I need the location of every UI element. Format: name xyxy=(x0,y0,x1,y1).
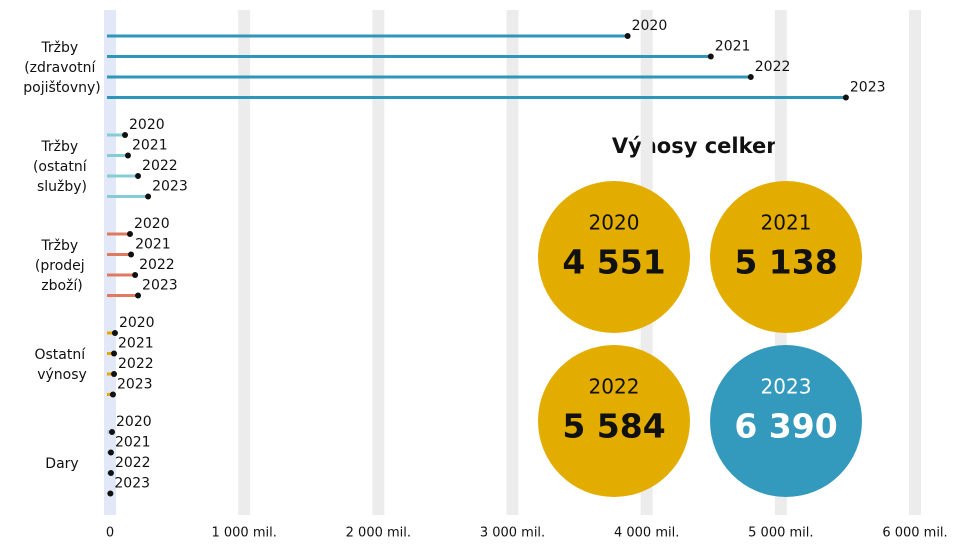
year-label: 2021 xyxy=(118,336,154,352)
total-value: 5 584 xyxy=(562,407,665,446)
dot xyxy=(107,490,114,497)
category-line: Tržby xyxy=(40,238,82,254)
category-line: zboží) xyxy=(41,278,83,294)
x-tick-label: 4 000 mil. xyxy=(614,526,679,541)
dot xyxy=(122,132,129,138)
dot xyxy=(109,391,116,398)
year-label: 2022 xyxy=(139,257,175,273)
total-circle xyxy=(710,345,862,497)
total-year: 2020 xyxy=(589,211,640,235)
year-label: 2022 xyxy=(118,356,154,372)
total-year: 2022 xyxy=(589,375,640,399)
year-label: 2020 xyxy=(119,315,155,331)
year-label: 2022 xyxy=(115,455,151,471)
category-line: Dary xyxy=(45,456,78,472)
category-line: (ostatní xyxy=(33,159,91,175)
x-tick-label: 6 000 mil. xyxy=(882,526,947,541)
total-circle xyxy=(710,181,862,333)
total-circle xyxy=(538,345,690,497)
year-label: 2021 xyxy=(135,237,171,253)
dot xyxy=(128,251,135,258)
grid-band xyxy=(909,10,921,515)
category-label: Tržby (ostatní služby) xyxy=(33,139,91,195)
category-line: služby) xyxy=(37,179,87,195)
x-tick-label: 0 xyxy=(106,526,114,541)
total-year: 2023 xyxy=(761,375,812,399)
dot xyxy=(111,371,118,377)
dot xyxy=(707,53,714,60)
dot xyxy=(135,292,142,299)
dot xyxy=(126,231,133,237)
x-tick-label: 5 000 mil. xyxy=(748,526,813,541)
category-label: Tržby (prodej zboží) xyxy=(35,238,89,294)
dot xyxy=(111,350,118,357)
year-label: 2023 xyxy=(114,476,150,492)
total-circle xyxy=(538,181,690,333)
category-line: Tržby xyxy=(40,40,82,56)
year-label: 2021 xyxy=(115,435,151,451)
dot xyxy=(124,152,131,159)
x-tick-label: 2 000 mil. xyxy=(346,526,411,541)
grid-band xyxy=(372,10,385,515)
dot xyxy=(145,193,152,200)
dot xyxy=(107,449,114,456)
total-value: 4 551 xyxy=(562,243,665,282)
year-label: 2021 xyxy=(715,39,751,55)
total-year: 2021 xyxy=(761,211,812,235)
dot xyxy=(624,33,631,39)
total-value: 5 138 xyxy=(734,243,837,282)
year-label: 2020 xyxy=(129,117,165,133)
dot xyxy=(747,74,754,80)
dot xyxy=(842,94,849,101)
year-label: 2021 xyxy=(132,138,168,154)
year-label: 2023 xyxy=(142,278,178,294)
category-line: pojišťovny) xyxy=(23,80,101,96)
grid-band xyxy=(238,10,251,515)
category-label: Ostatní výnosy xyxy=(34,347,89,383)
year-label: 2020 xyxy=(134,216,170,232)
year-label: 2023 xyxy=(117,377,153,393)
x-tick-label: 1 000 mil. xyxy=(211,526,276,541)
category-label: Tržby (zdravotní pojišťovny) xyxy=(23,40,101,96)
dot xyxy=(107,470,114,476)
category-line: Ostatní xyxy=(34,347,89,363)
category-line: Tržby xyxy=(40,139,82,155)
dot xyxy=(109,429,116,435)
year-label: 2022 xyxy=(142,158,178,174)
x-tick-label: 3 000 mil. xyxy=(480,526,545,541)
year-label: 2022 xyxy=(755,59,791,75)
year-label: 2020 xyxy=(632,18,668,34)
category-line: (prodej xyxy=(35,258,89,274)
category-label: Dary xyxy=(45,456,78,472)
total-value: 6 390 xyxy=(734,407,837,446)
year-label: 2023 xyxy=(152,179,188,195)
dot xyxy=(111,330,118,336)
year-label: 2023 xyxy=(850,80,886,96)
dot xyxy=(132,272,139,278)
grid-band xyxy=(506,10,519,515)
totals-title: Výnosy celkem xyxy=(612,134,788,158)
category-line: (zdravotní xyxy=(24,60,100,76)
year-label: 2020 xyxy=(116,414,152,430)
category-line: výnosy xyxy=(37,367,87,383)
dot xyxy=(135,173,142,179)
